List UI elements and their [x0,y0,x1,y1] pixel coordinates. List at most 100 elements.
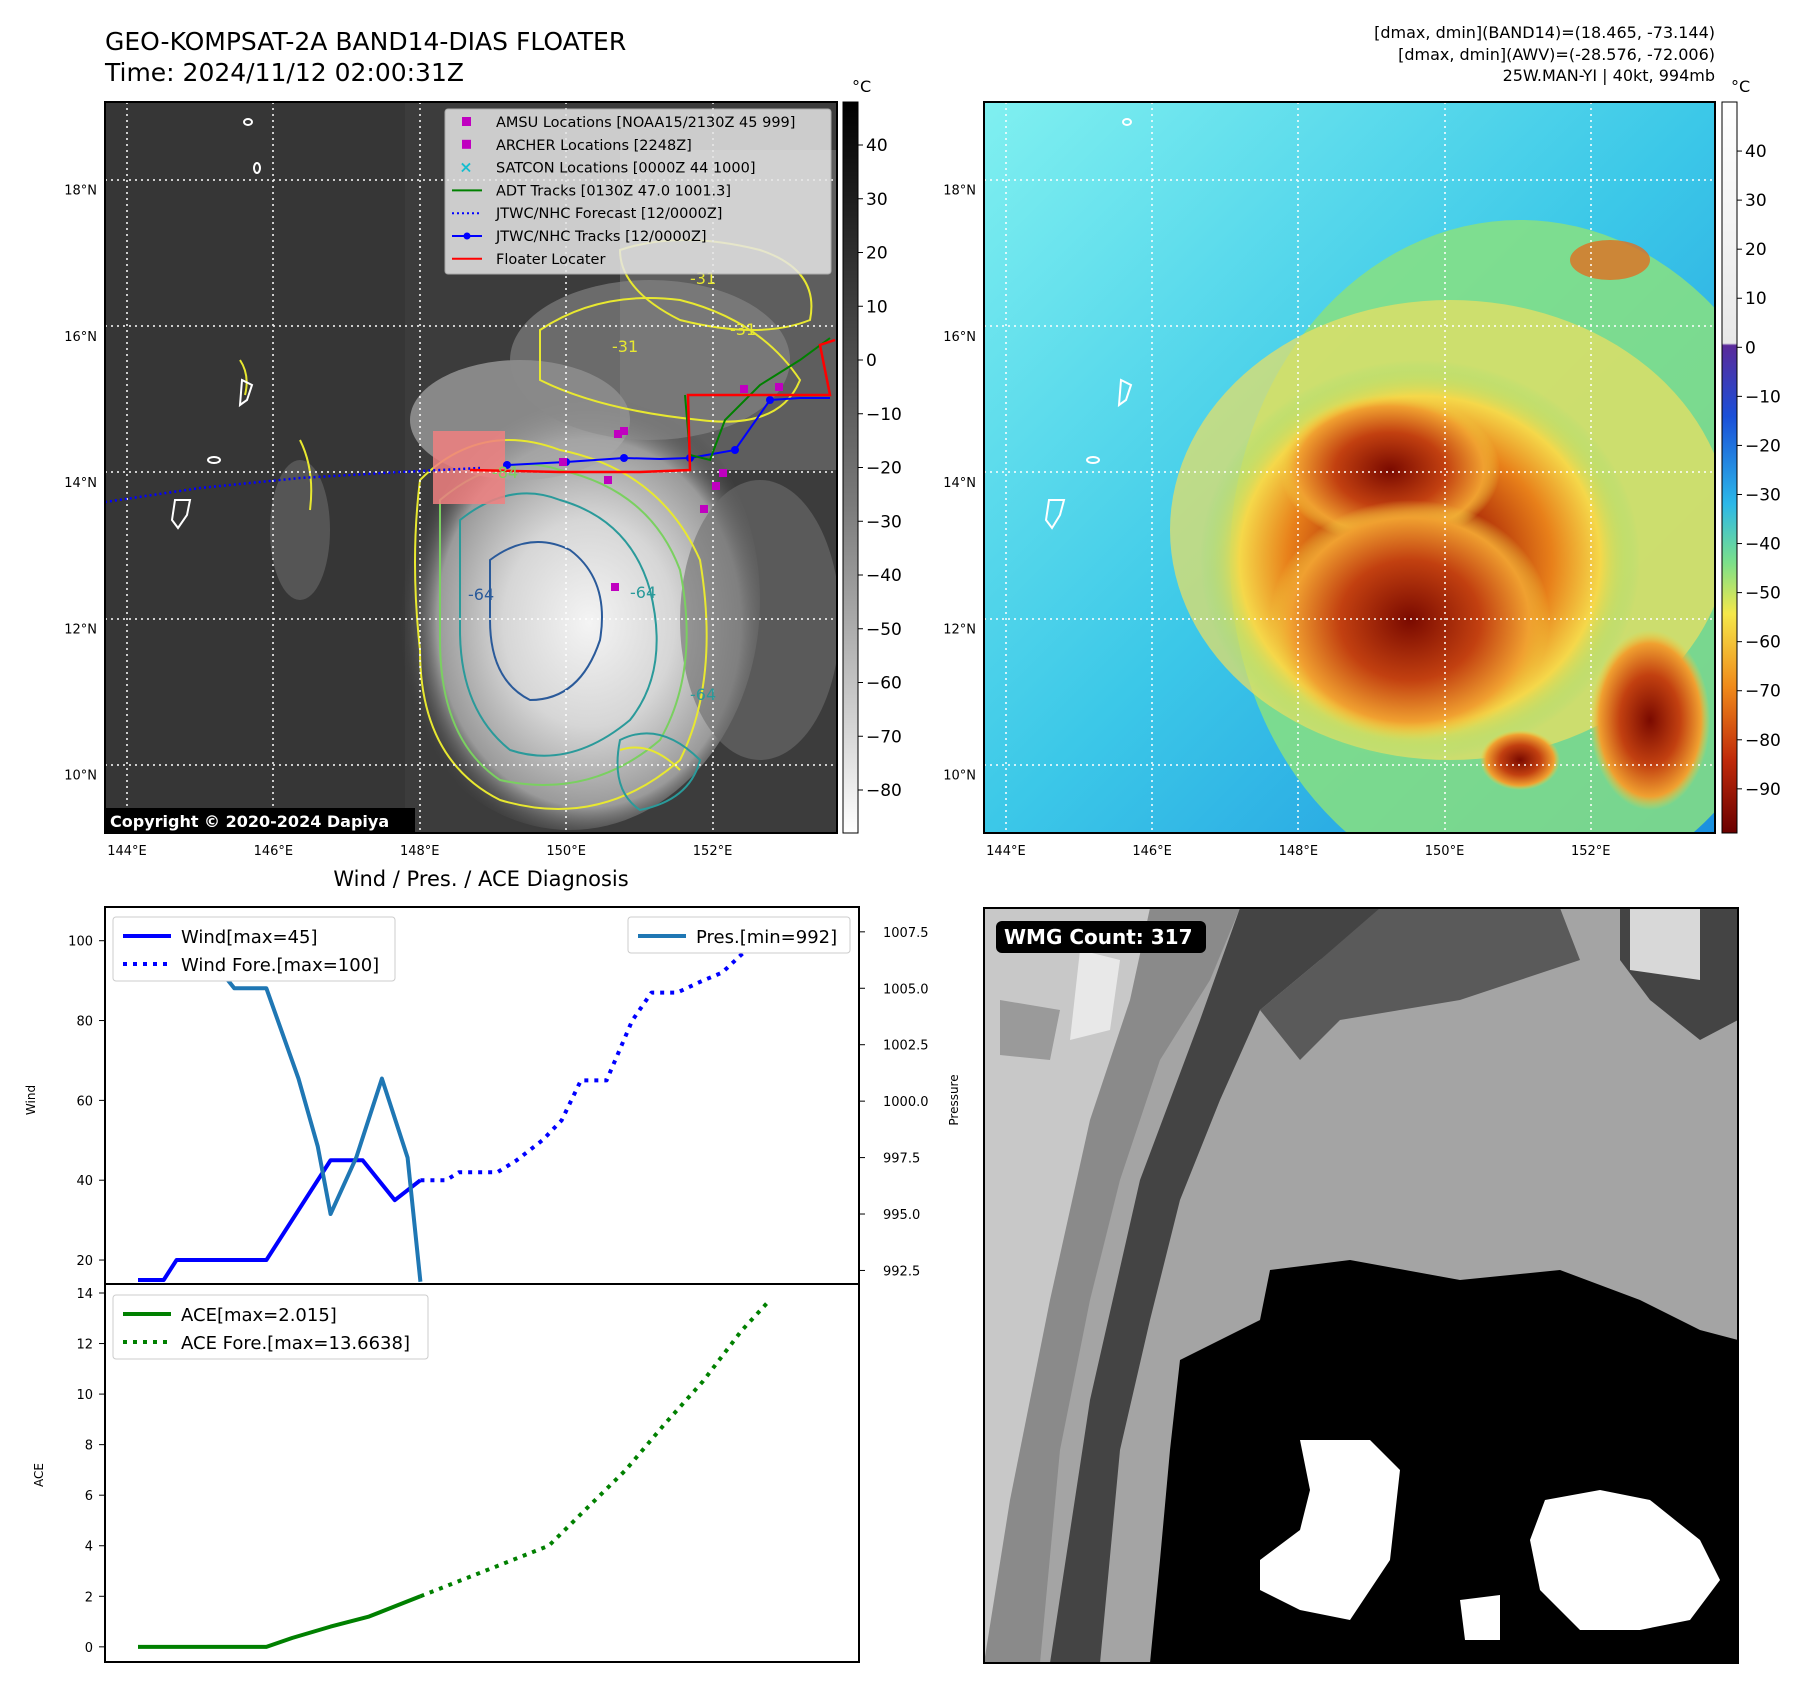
figure-title: GEO-KOMPSAT-2A BAND14-DIAS FLOATER [105,27,626,56]
colorbar-tick-label: 20 [866,244,888,264]
stats-storm: 25W.MAN-YI | 40kt, 994mb [1503,66,1715,85]
lat-tick-label: 18°N [943,184,976,199]
y-tick-label: 100 [68,935,93,950]
legend-marker [463,232,471,240]
chart-legend: ACE[max=2.015] ACE Fore.[max=13.6638] [112,1294,429,1360]
legend-marker [462,117,471,126]
contour-label: -64 [468,585,494,604]
y-tick-label: 60 [76,1094,93,1109]
y-tick-label: 40 [76,1174,93,1189]
contour-label: -31 [730,320,756,339]
legend-box [112,1294,429,1360]
map-ticks: 144°E 146°E 148°E 150°E 152°E 18°N 16°N 14°N 12°… [64,184,1610,859]
legend-label: ACE Fore.[max=13.6638] [181,1333,410,1354]
y-tick-label: 20 [76,1254,93,1269]
legend-entry: JTWC/NHC Tracks [12/0000Z] [452,229,707,245]
legend-entry: Floater Locater [452,252,605,268]
colorbar-tick-label: 40 [866,136,888,156]
colorbar-tick-label: −40 [1745,535,1781,555]
lat-tick-label: 10°N [943,769,976,784]
lon-tick-label: 150°E [546,844,586,859]
colorbar-tick-label: 40 [1745,142,1767,162]
legend-marker [462,139,471,149]
lon-tick-label: 150°E [1425,844,1465,859]
y-tick-label: 14 [76,1287,93,1302]
contour-label: -84 [492,463,518,482]
legend-marker: × [459,158,472,177]
lat-tick-label: 14°N [64,476,97,491]
lat-tick-label: 12°N [64,622,97,637]
lon-tick-label: 146°E [254,844,294,859]
y-tick-label: 12 [76,1338,93,1353]
y-tick-label: 1005.0 [883,982,929,997]
colorbar-tick-label: −80 [866,781,902,801]
lat-tick-label: 16°N [64,330,97,345]
legend-label: Wind[max=45] [181,927,318,948]
legend-label: ARCHER Locations [2248Z] [496,138,692,154]
colorbar-tick-label: −70 [1745,682,1781,702]
lon-tick-label: 148°E [400,844,440,859]
y-tick-label: 995.0 [883,1208,920,1223]
y-tick-label: 8 [85,1439,93,1454]
colorbar-unit: °C [852,77,871,96]
colorbar-tick-label: 10 [866,297,888,317]
legend-label: JTWC/NHC Forecast [12/0000Z] [495,206,722,222]
contour-label: -31 [612,337,638,356]
legend-entry: AMSU Locations [NOAA15/2130Z 45 999] [462,115,795,131]
y-tick-label: 6 [85,1489,93,1504]
lat-tick-label: 16°N [943,330,976,345]
y-tick-label: 992.5 [883,1264,920,1279]
legend-entry: × SATCON Locations [0000Z 44 1000] [459,158,755,177]
ace-panel: 0 2 4 6 8 10 12 14 ACE ACE[max=2.015] ACE Fore.[ma… [32,1283,860,1663]
chart-legend: Pres.[min=992] [627,916,851,954]
y-tick-label: 1007.5 [883,926,929,941]
colorbar-tick-label: −10 [866,405,902,425]
copyright: Copyright © 2020-2024 Dapiya [110,812,389,831]
lat-tick-label: 14°N [943,476,976,491]
y-tick-label: 4 [85,1540,93,1555]
colorbar-band14: °C 40 30 20 10 0 −10 −20 −30 −40 −50 −60 −70 −80 [842,77,902,834]
colorbar-tick-label: 30 [866,190,888,210]
legend-label: ADT Tracks [0130Z 47.0 1001.3] [496,183,731,199]
series-line [419,1301,769,1599]
colorbar-tick-label: −60 [1745,633,1781,653]
colorbar-unit: °C [1731,77,1750,96]
legend-label: JTWC/NHC Tracks [12/0000Z] [495,229,707,245]
figure-time: Time: 2024/11/12 02:00:31Z [104,58,464,87]
colorbar-tick-label: 0 [866,351,877,371]
legend-label: ACE[max=2.015] [181,1305,337,1326]
colorbar-tick-label: −30 [866,512,902,532]
lon-tick-label: 148°E [1279,844,1319,859]
y-tick-label: 0 [85,1641,93,1656]
legend-entry: JTWC/NHC Forecast [12/0000Z] [452,206,722,222]
lat-tick-label: 12°N [943,622,976,637]
stats-band14: [dmax, dmin](BAND14)=(18.465, -73.144) [1374,23,1715,42]
lon-tick-label: 146°E [1132,844,1172,859]
colorbar-tick-label: −30 [1745,485,1781,505]
colorbar-tick-label: 0 [1745,338,1756,358]
lon-tick-label: 152°E [1571,844,1611,859]
stats-awv: [dmax, dmin](AWV)=(-28.576, -72.006) [1398,45,1715,64]
colorbar-tick-label: −80 [1745,731,1781,751]
legend-label: SATCON Locations [0000Z 44 1000] [496,161,755,177]
lon-tick-label: 144°E [986,844,1026,859]
ir-map: -31 -31 -31 -64 -64 -84 -64 AMSU Locatio… [104,101,838,834]
y-tick-label: 10 [76,1388,93,1403]
wind-pres-panel: 20 40 60 80 100 Wind 992.5 995.0 997.5 1000.0 1002… [24,906,961,1285]
colorbar-tick-label: −40 [866,566,902,586]
colorbar-tick-label: −50 [866,620,902,640]
wmg-panel: WMG Count: 317 [983,907,1739,1664]
lat-tick-label: 10°N [64,769,97,784]
colorbar-awv: °C 40 30 20 10 0 −10 −20 −30 −40 −50 −60 −70 −80 −90 [1721,77,1781,834]
y-tick-label: 1002.5 [883,1039,929,1054]
contour-label: -64 [690,685,716,704]
contour-label: -64 [630,583,656,602]
lon-tick-label: 152°E [693,844,733,859]
legend-label: Pres.[min=992] [696,927,837,948]
series-line [420,947,750,1183]
colorbar-tick-label: −50 [1745,584,1781,604]
legend-box [627,916,851,954]
colorbar-tick-label: −20 [866,459,902,479]
diagnosis-title: Wind / Pres. / ACE Diagnosis [333,867,628,891]
